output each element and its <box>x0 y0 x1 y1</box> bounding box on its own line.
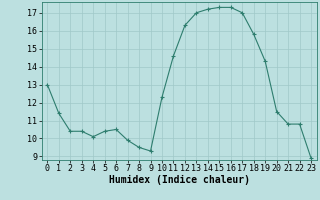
X-axis label: Humidex (Indice chaleur): Humidex (Indice chaleur) <box>109 175 250 185</box>
